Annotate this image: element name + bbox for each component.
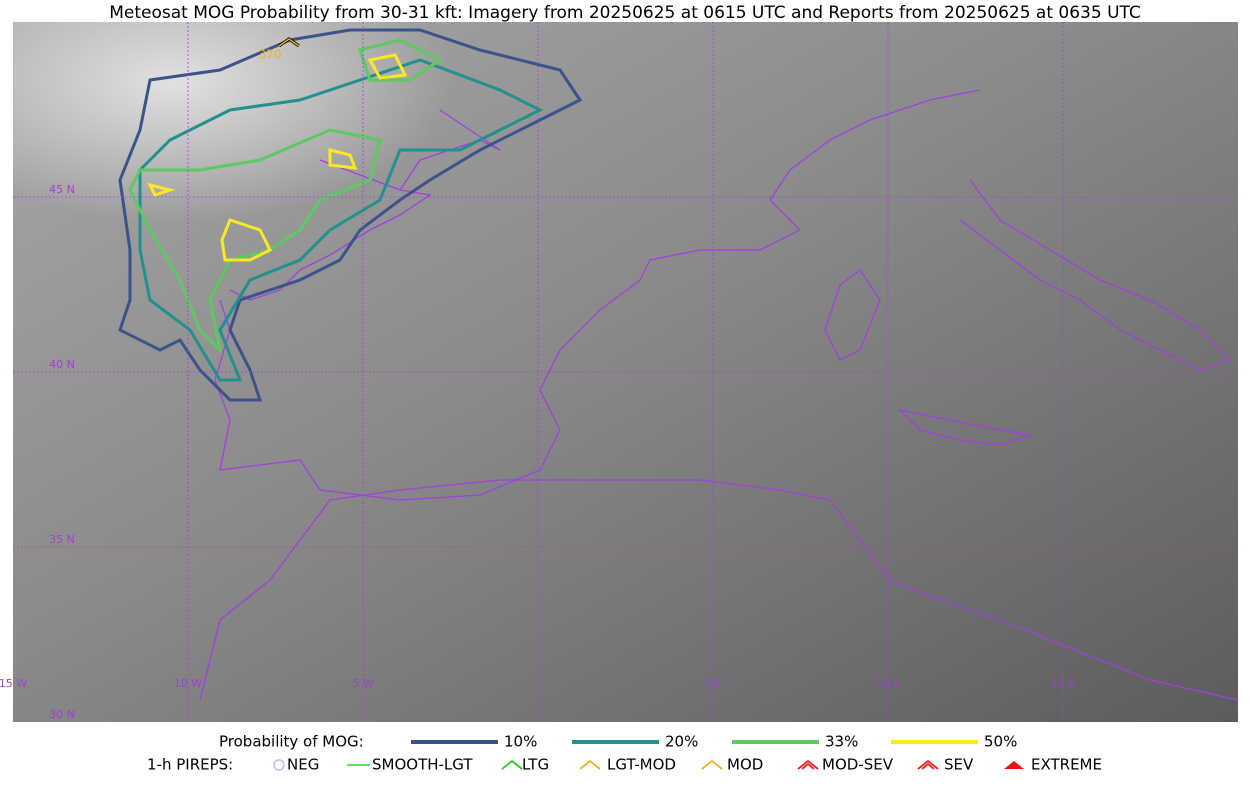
- lon-label: 5 E: [704, 677, 721, 690]
- lon-label: 15 W: [0, 677, 27, 690]
- legend-label: NEG: [287, 756, 319, 774]
- pirep-icon: [579, 759, 601, 770]
- pirep-icon: [273, 759, 285, 771]
- legend-label: LGT-MOD: [607, 756, 676, 774]
- legend-label: EXTREME: [1031, 756, 1102, 774]
- graticule: 45 N 40 N 35 N 30 N 15 W 10 W 5 W 5 E 10 E 15 E: [0, 22, 1238, 722]
- legend-label: 33%: [825, 733, 858, 751]
- pirep-icon: [1004, 761, 1024, 769]
- cloud-band: [13, 22, 813, 422]
- lat-label: 30 N: [49, 708, 75, 721]
- pirep-marker: [278, 38, 300, 47]
- legend-label: SMOOTH-LGT: [372, 756, 473, 774]
- lon-label: 10 W: [174, 677, 202, 690]
- lat-label: 40 N: [49, 358, 75, 371]
- legend-label: MOD: [727, 756, 763, 774]
- mog-contours: [118, 28, 583, 402]
- lon-label: 5 W: [352, 677, 373, 690]
- lat-label: 35 N: [49, 533, 75, 546]
- pirep-icon: [701, 759, 723, 770]
- legend-label: MOD-SEV: [822, 756, 894, 774]
- pirep-icon: [917, 759, 939, 770]
- report-label: 370: [259, 48, 282, 62]
- legend-label: 10%: [504, 733, 537, 751]
- title: Meteosat MOG Probability from 30-31 kft:…: [109, 3, 1141, 23]
- legend-label: 20%: [665, 733, 698, 751]
- lon-label: 10 E: [876, 677, 900, 690]
- legend-title: 1-h PIREPS:: [147, 756, 233, 774]
- legend-title: Probability of MOG:: [219, 733, 364, 751]
- legend-label: 50%: [984, 733, 1017, 751]
- pirep-icon: [501, 759, 523, 770]
- pirep-icon: [797, 759, 819, 770]
- lon-label: 15 E: [1051, 677, 1075, 690]
- legend: Probability of MOG: 10% 20% 33% 50% 1-h PIREP…: [147, 733, 1102, 774]
- legend-label: SEV: [944, 756, 974, 774]
- lat-label: 45 N: [49, 183, 75, 196]
- legend-label: LTG: [522, 756, 549, 774]
